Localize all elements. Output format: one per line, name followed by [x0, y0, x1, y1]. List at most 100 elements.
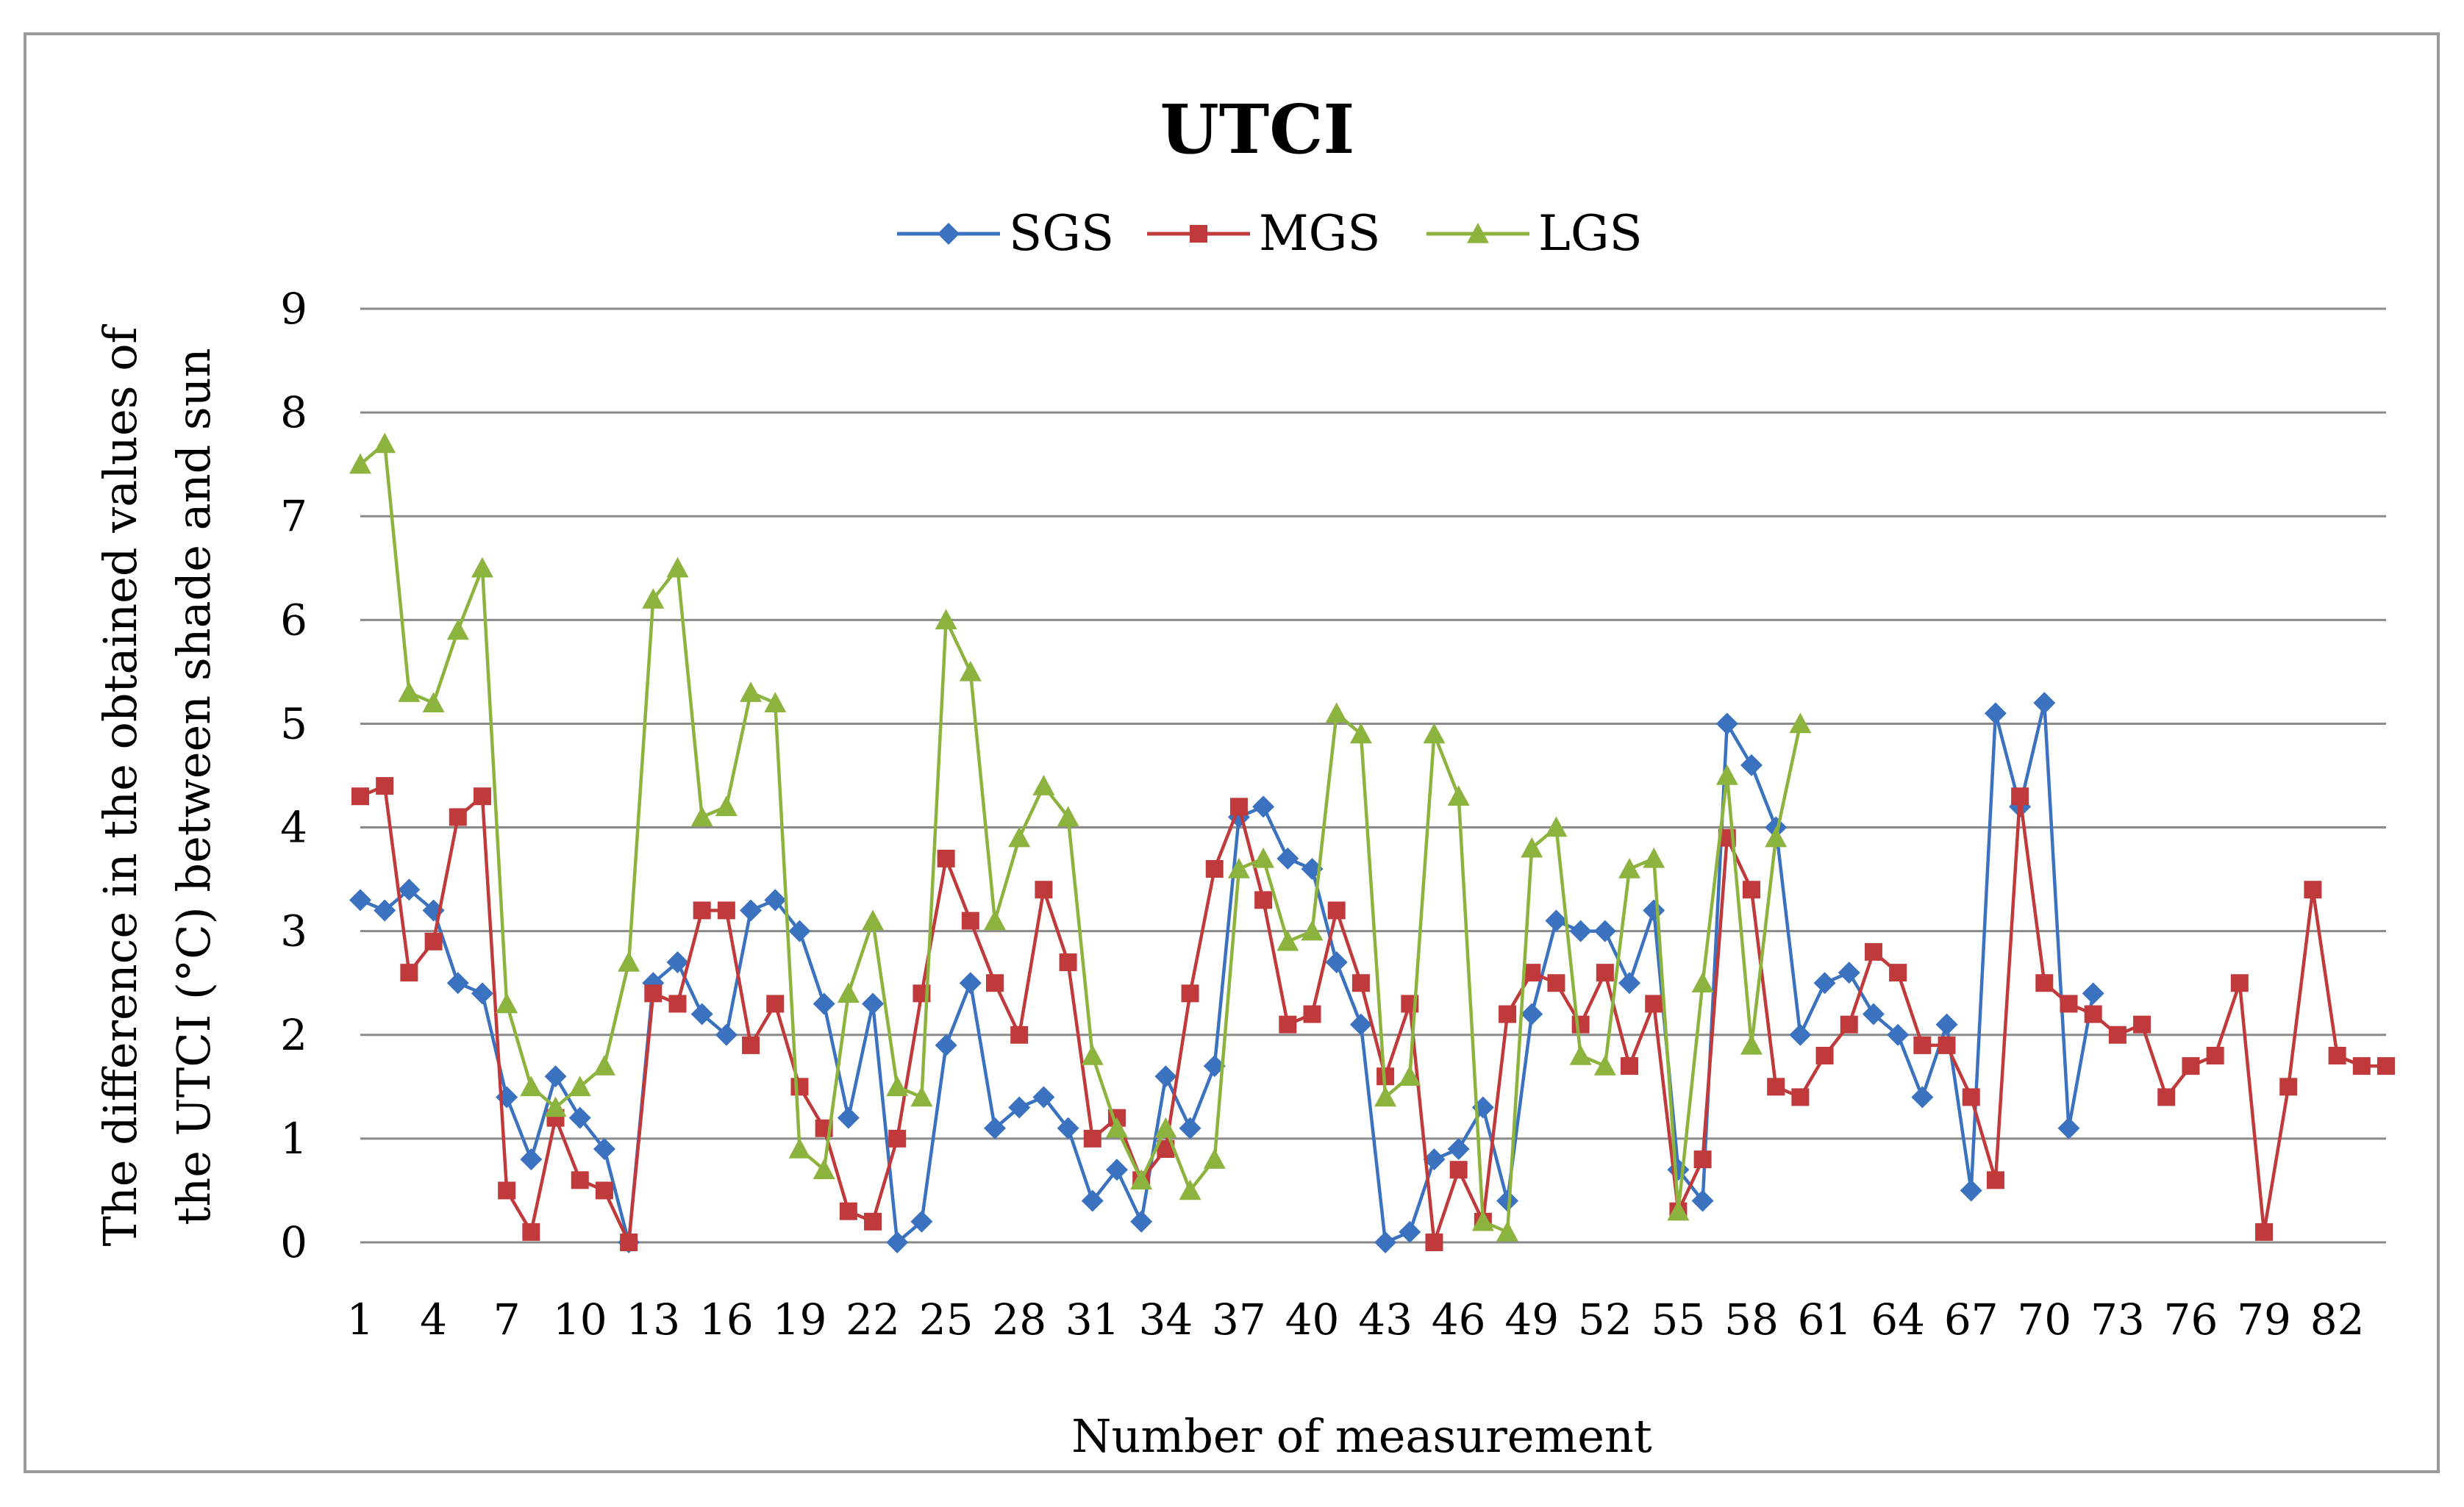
series-sgs-point-30	[1057, 1117, 1079, 1139]
series-sgs-point-6	[471, 982, 493, 1005]
series-lgs-point-9	[544, 1096, 567, 1117]
series-mgs-point-4	[424, 932, 443, 951]
series-mgs-point-13	[644, 984, 663, 1003]
series-mgs-point-6	[473, 787, 491, 806]
series-sgs-point-22	[862, 992, 885, 1015]
series-sgs-point-50	[1545, 909, 1568, 932]
series-sgs-point-17	[740, 899, 763, 922]
series-mgs-point-26	[961, 912, 979, 930]
series-mgs-point-39	[1279, 1015, 1297, 1034]
series-mgs-point-2	[376, 777, 394, 795]
series-lgs-point-33	[1130, 1169, 1153, 1190]
series-lgs-point-49	[1521, 837, 1543, 858]
series-sgs-point-24	[910, 1210, 933, 1233]
series-sgs-point-72	[2082, 982, 2104, 1005]
x-tick-label-1: 1	[347, 1295, 374, 1345]
series-lgs-point-26	[959, 660, 982, 681]
series-sgs-point-10	[568, 1106, 591, 1129]
series-mgs-point-16	[717, 901, 735, 920]
series-mgs-point-46	[1449, 1161, 1468, 1179]
x-tick-label-70: 70	[2017, 1295, 2071, 1345]
series-mgs-point-49	[1523, 964, 1541, 982]
series-mgs-point-79	[2255, 1223, 2274, 1241]
x-tick-label-31: 31	[1065, 1295, 1120, 1345]
series-lgs-point-5	[446, 619, 469, 640]
series-sgs-point-49	[1521, 1003, 1543, 1025]
series-mgs-point-50	[1547, 974, 1565, 992]
series-lgs-point-15	[690, 806, 713, 827]
series-lgs-point-60	[1789, 712, 1812, 734]
series-lgs-point-44	[1399, 1065, 1421, 1086]
series-sgs-point-18	[764, 889, 787, 912]
series-mgs-point-64	[1889, 964, 1907, 982]
series-mgs-point-41	[1327, 901, 1346, 920]
series-lgs-point-53	[1618, 858, 1641, 878]
series-lgs-point-25	[935, 609, 957, 630]
series-mgs-point-78	[2230, 974, 2249, 992]
series-lgs-point-7	[496, 992, 518, 1014]
series-mgs	[351, 777, 2395, 1251]
series-sgs-point-26	[959, 972, 982, 995]
series-lgs-point-59	[1765, 826, 1788, 848]
series-mgs-point-81	[2304, 881, 2322, 899]
series-lgs-point-30	[1057, 806, 1079, 827]
x-tick-label-61: 61	[1798, 1295, 1852, 1345]
series-sgs-point-38	[1252, 795, 1275, 818]
y-tick-label-5: 5	[280, 698, 307, 748]
x-tick-label-22: 22	[846, 1295, 900, 1345]
series-mgs-point-51	[1571, 1015, 1590, 1034]
x-tick-label-76: 76	[2164, 1295, 2218, 1345]
series-mgs-point-68	[1986, 1171, 2004, 1189]
x-tick-label-40: 40	[1285, 1295, 1340, 1345]
series-mgs-point-10	[571, 1171, 589, 1189]
series-sgs-point-45	[1423, 1148, 1446, 1171]
x-tick-label-58: 58	[1724, 1295, 1779, 1345]
series-lgs-point-56	[1691, 972, 1714, 992]
series-sgs-point-44	[1399, 1220, 1421, 1243]
series-sgs-point-64	[1887, 1023, 1910, 1046]
series-sgs-point-23	[886, 1231, 909, 1253]
x-tick-label-52: 52	[1578, 1295, 1632, 1345]
legend-sgs-marker	[938, 223, 960, 245]
series-lgs-point-42	[1349, 723, 1372, 744]
series-lgs-point-50	[1545, 816, 1568, 837]
series-mgs-point-15	[693, 901, 711, 920]
series-mgs-point-1	[351, 787, 369, 806]
series-mgs-point-45	[1425, 1234, 1443, 1251]
series-lgs-point-2	[374, 432, 396, 454]
series-mgs-line	[360, 784, 2386, 1245]
series-mgs-point-67	[1962, 1088, 1980, 1106]
series-mgs-point-53	[1621, 1057, 1639, 1075]
series-sgs-point-25	[935, 1034, 957, 1056]
series-lgs-point-16	[715, 795, 738, 817]
series-lgs-point-55	[1667, 1200, 1690, 1221]
series-mgs-point-65	[1913, 1036, 1932, 1054]
series-sgs-point-20	[813, 992, 835, 1015]
series-sgs-point-34	[1154, 1065, 1177, 1088]
series-mgs-point-76	[2182, 1057, 2200, 1075]
series-lgs-point-6	[471, 556, 493, 578]
series-lgs-point-34	[1154, 1117, 1177, 1138]
series-sgs-point-57	[1715, 712, 1738, 735]
series-lgs-point-39	[1276, 930, 1299, 951]
series-mgs-point-70	[2035, 974, 2054, 992]
series-lgs-point-12	[618, 951, 640, 972]
series-sgs-point-1	[349, 889, 371, 912]
series-mgs-point-59	[1767, 1078, 1785, 1096]
x-tick-label-16: 16	[699, 1295, 754, 1345]
series-sgs-point-65	[1911, 1086, 1934, 1109]
x-tick-label-46: 46	[1432, 1295, 1486, 1345]
series-sgs-point-39	[1276, 847, 1299, 870]
series-lgs-point-22	[862, 909, 885, 931]
series-sgs-point-67	[1960, 1179, 1982, 1202]
series-sgs-point-68	[1984, 702, 2007, 725]
legend-sgs-label: SGS	[1009, 205, 1114, 262]
x-tick-label-28: 28	[992, 1295, 1046, 1345]
series-lgs-point-24	[910, 1086, 933, 1107]
series-mgs-point-69	[2011, 787, 2029, 806]
series-mgs-point-30	[1059, 953, 1077, 971]
series-sgs-point-62	[1838, 962, 1860, 984]
series-mgs-point-38	[1254, 891, 1273, 909]
series-mgs-point-58	[1742, 881, 1760, 899]
